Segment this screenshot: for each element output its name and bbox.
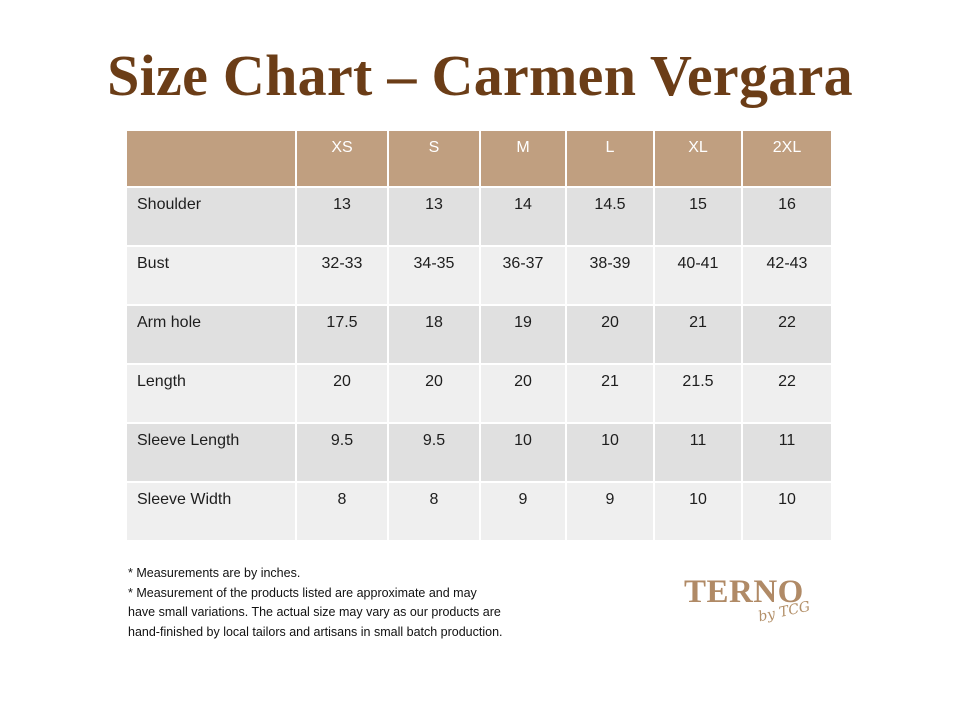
table-cell: 40-41 — [654, 246, 743, 306]
note-line: * Measurement of the products listed are… — [128, 585, 477, 600]
table-cell: 10 — [742, 482, 833, 542]
table-cell: 16 — [742, 187, 833, 247]
table-header-corner — [127, 131, 297, 188]
table-row: Length 20 20 20 21 21.5 22 — [127, 364, 833, 424]
table-cell: 9 — [480, 482, 567, 542]
table-cell: 20 — [296, 364, 389, 424]
table-cell: 21 — [566, 364, 655, 424]
table-cell: 21 — [654, 305, 743, 365]
table-cell: 15 — [654, 187, 743, 247]
column-header-2xl: 2XL — [742, 131, 833, 188]
table-cell: 11 — [654, 423, 743, 483]
table-row: Sleeve Width 8 8 9 9 10 10 — [127, 482, 833, 542]
table-cell: 21.5 — [654, 364, 743, 424]
table-cell: 20 — [480, 364, 567, 424]
table-cell: 9.5 — [388, 423, 481, 483]
note-line: have small variations. The actual size m… — [128, 605, 501, 619]
table-cell: 11 — [742, 423, 833, 483]
table-cell: 9 — [566, 482, 655, 542]
note-line: * Measurements are by inches. — [128, 566, 301, 580]
terno-logo: TERNO by TCG — [684, 574, 819, 634]
table-cell: 22 — [742, 364, 833, 424]
row-label: Shoulder — [127, 187, 297, 247]
table-cell: 10 — [566, 423, 655, 483]
column-header-m: M — [480, 131, 567, 188]
table-cell: 36-37 — [480, 246, 567, 306]
logo-wordmark: TERNO — [684, 574, 804, 610]
table-cell: 20 — [388, 364, 481, 424]
column-header-s: S — [388, 131, 481, 188]
table-header-row: XS S M L XL 2XL — [127, 131, 833, 188]
table-cell: 8 — [388, 482, 481, 542]
column-header-l: L — [566, 131, 655, 188]
size-chart-table: XS S M L XL 2XL Shoulder 13 13 14 14.5 1… — [127, 131, 833, 542]
column-header-xl: XL — [654, 131, 743, 188]
table-row: Shoulder 13 13 14 14.5 15 16 — [127, 187, 833, 247]
table-cell: 13 — [296, 187, 389, 247]
row-label: Arm hole — [127, 305, 297, 365]
page-title: Size Chart – Carmen Vergara — [107, 43, 853, 108]
row-label: Bust — [127, 246, 297, 306]
row-label: Length — [127, 364, 297, 424]
table-cell: 14 — [480, 187, 567, 247]
table-cell: 38-39 — [566, 246, 655, 306]
table-cell: 32-33 — [296, 246, 389, 306]
table-cell: 42-43 — [742, 246, 833, 306]
note-line: hand-finished by local tailors and artis… — [128, 624, 503, 639]
table-cell: 19 — [480, 305, 567, 365]
column-header-xs: XS — [296, 131, 389, 188]
table-row: Arm hole 17.5 18 19 20 21 22 — [127, 305, 833, 365]
table-cell: 17.5 — [296, 305, 389, 365]
table-row: Sleeve Length 9.5 9.5 10 10 11 11 — [127, 423, 833, 483]
table-row: Bust 32-33 34-35 36-37 38-39 40-41 42-43 — [127, 246, 833, 306]
row-label: Sleeve Length — [127, 423, 297, 483]
table-cell: 14.5 — [566, 187, 655, 247]
table-cell: 22 — [742, 305, 833, 365]
table-cell: 20 — [566, 305, 655, 365]
row-label: Sleeve Width — [127, 482, 297, 542]
table-cell: 13 — [388, 187, 481, 247]
table-cell: 18 — [388, 305, 481, 365]
table-cell: 10 — [480, 423, 567, 483]
table-cell: 9.5 — [296, 423, 389, 483]
table-cell: 10 — [654, 482, 743, 542]
measurement-notes: * Measurements are by inches. * Measurem… — [128, 564, 503, 642]
table-cell: 8 — [296, 482, 389, 542]
table-cell: 34-35 — [388, 246, 481, 306]
